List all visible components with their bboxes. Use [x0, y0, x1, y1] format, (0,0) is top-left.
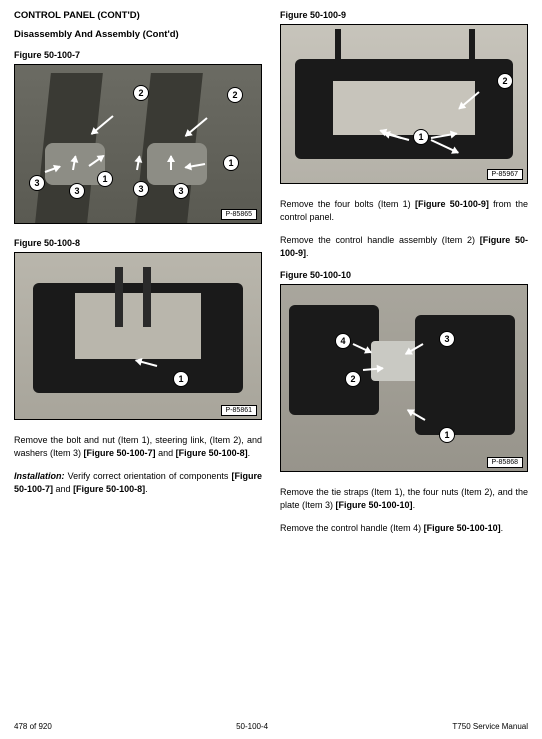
figure-9-tag: P-85967 — [487, 169, 523, 180]
figure-7: P-85865 22113333 — [14, 64, 262, 224]
figure-10: P-85868 4321 — [280, 284, 528, 472]
footer-left: 478 of 920 — [14, 722, 52, 731]
figure-8: P-85861 1 — [14, 252, 262, 420]
callout-balloon: 3 — [29, 175, 45, 191]
left-para-1: Remove the bolt and nut (Item 1), steeri… — [14, 434, 262, 460]
section-title: CONTROL PANEL (CONT'D) — [14, 10, 262, 21]
callout-balloon: 1 — [223, 155, 239, 171]
callout-balloon: 1 — [413, 129, 429, 145]
figure-10-tag: P-85868 — [487, 457, 523, 468]
section-subtitle: Disassembly And Assembly (Cont'd) — [14, 29, 262, 40]
callout-balloon: 2 — [497, 73, 513, 89]
callout-balloon: 2 — [133, 85, 149, 101]
figure-8-tag: P-85861 — [221, 405, 257, 416]
figure-7-label: Figure 50-100-7 — [14, 50, 262, 60]
footer-right: T750 Service Manual — [452, 722, 528, 731]
callout-balloon: 3 — [69, 183, 85, 199]
right-para-1: Remove the four bolts (Item 1) [Figure 5… — [280, 198, 528, 224]
left-column: CONTROL PANEL (CONT'D) Disassembly And A… — [14, 10, 262, 545]
figure-9: P-85967 1 2 — [280, 24, 528, 184]
left-para-2: Installation: Verify correct orientation… — [14, 470, 262, 496]
right-para-2: Remove the control handle assembly (Item… — [280, 234, 528, 260]
figure-9-label: Figure 50-100-9 — [280, 10, 528, 20]
figure-7-tag: P-85865 — [221, 209, 257, 220]
callout-arrow — [136, 156, 140, 170]
page-footer: 478 of 920 50-100-4 T750 Service Manual — [14, 722, 528, 731]
callout-balloon: 1 — [97, 171, 113, 187]
right-para-4: Remove the control handle (Item 4) [Figu… — [280, 522, 528, 535]
callout-arrow — [170, 156, 172, 170]
callout-balloon: 3 — [133, 181, 149, 197]
right-para-3: Remove the tie straps (Item 1), the four… — [280, 486, 528, 512]
callout-balloon: 1 — [173, 371, 189, 387]
right-column: Figure 50-100-9 P-85967 1 2 Remove the fo… — [280, 10, 528, 545]
footer-center: 50-100-4 — [236, 722, 268, 731]
figure-8-label: Figure 50-100-8 — [14, 238, 262, 248]
callout-balloon: 3 — [173, 183, 189, 199]
callout-balloon: 2 — [227, 87, 243, 103]
callout-balloon: 1 — [439, 427, 455, 443]
figure-10-label: Figure 50-100-10 — [280, 270, 528, 280]
